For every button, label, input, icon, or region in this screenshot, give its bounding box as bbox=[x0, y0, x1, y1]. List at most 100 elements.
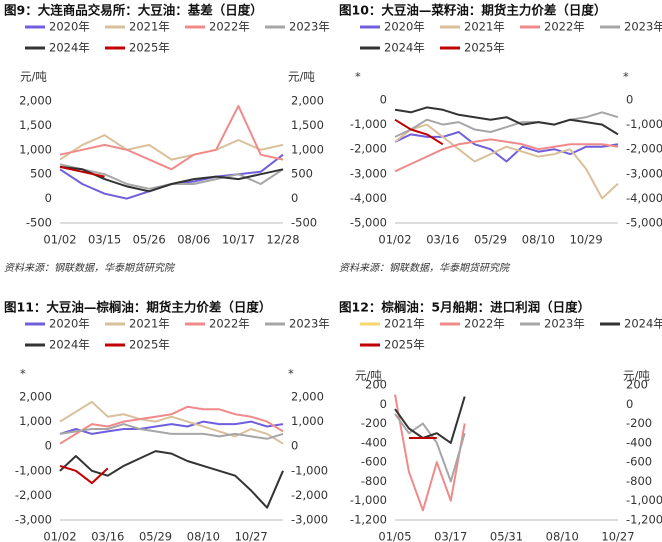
unit-left: * bbox=[20, 367, 26, 381]
y2-tick-label: 1,500 bbox=[291, 118, 324, 132]
series-line bbox=[394, 413, 466, 483]
y2-tick-label: 0 bbox=[291, 439, 298, 453]
y-tick-label: -1,000 bbox=[15, 463, 52, 477]
y-tick-label: 1,000 bbox=[19, 414, 52, 428]
chart-title: 图9：大连商品交易所：大豆油：基差（日度） bbox=[4, 3, 263, 18]
y-tick-label: -5,000 bbox=[350, 216, 387, 230]
x-tick-label: 10/27 bbox=[235, 530, 268, 542]
legend-label: 2023年 bbox=[289, 317, 330, 331]
y2-tick-label: -3,000 bbox=[291, 513, 328, 527]
unit-right: 元/吨 bbox=[623, 369, 650, 383]
series-line bbox=[394, 123, 619, 200]
source-note: 资料来源：钢联数据，华泰期货研究院 bbox=[4, 262, 176, 274]
series-line bbox=[394, 111, 619, 138]
y-tick-label: 0 bbox=[45, 191, 52, 205]
x-tick-label: 10/17 bbox=[222, 233, 255, 247]
x-tick-label: 08/06 bbox=[177, 233, 210, 247]
y2-tick-label: 0 bbox=[291, 191, 298, 205]
legend-label: 2025年 bbox=[129, 41, 170, 55]
y2-tick-label: -200 bbox=[626, 416, 652, 430]
y-tick-label: -400 bbox=[361, 435, 387, 449]
legend-label: 2025年 bbox=[464, 41, 505, 55]
series-line bbox=[59, 464, 109, 485]
series-line bbox=[394, 118, 444, 146]
legend-label: 2022年 bbox=[464, 317, 505, 331]
y-tick-label: -2,000 bbox=[350, 142, 387, 156]
y2-tick-label: -1,200 bbox=[626, 513, 662, 527]
y2-tick-label: -1,000 bbox=[626, 493, 662, 507]
y2-tick-label: -4,000 bbox=[626, 191, 662, 205]
y-tick-label: 500 bbox=[30, 167, 52, 181]
x-tick-label: 01/05 bbox=[378, 530, 411, 542]
x-tick-label: 01/02 bbox=[378, 233, 411, 247]
legend-label: 2022年 bbox=[209, 317, 250, 331]
legend-label: 2021年 bbox=[384, 317, 425, 331]
legend-label: 2024年 bbox=[49, 338, 90, 352]
series-line bbox=[59, 420, 284, 435]
y-tick-label: 1,500 bbox=[19, 118, 52, 132]
series-line bbox=[59, 104, 284, 171]
legend-label: 2025年 bbox=[129, 338, 170, 352]
x-tick-label: 03/15 bbox=[88, 233, 121, 247]
legend-label: 2023年 bbox=[289, 20, 330, 34]
y-tick-label: 0 bbox=[380, 93, 387, 107]
y2-tick-label: -400 bbox=[626, 435, 652, 449]
y2-tick-label: -600 bbox=[626, 455, 652, 469]
legend-label: 2022年 bbox=[209, 20, 250, 34]
y-tick-label: -800 bbox=[361, 474, 387, 488]
legend-label: 2020年 bbox=[49, 317, 90, 331]
x-tick-label: 10/29 bbox=[570, 233, 603, 247]
series-line bbox=[394, 138, 619, 173]
series-line bbox=[394, 394, 466, 512]
y2-tick-label: -1,000 bbox=[291, 463, 328, 477]
y-tick-label: -200 bbox=[361, 416, 387, 430]
series-line bbox=[59, 423, 284, 440]
y-tick-label: -3,000 bbox=[350, 166, 387, 180]
chart-title: 图10：大豆油—菜籽油：期货主力价差（日度） bbox=[339, 3, 606, 18]
legend-label: 2021年 bbox=[464, 20, 505, 34]
unit-right: * bbox=[623, 70, 629, 84]
legend-label: 2020年 bbox=[384, 20, 425, 34]
series-line bbox=[59, 165, 105, 178]
x-tick-label: 01/02 bbox=[43, 233, 76, 247]
y2-tick-label: -2,000 bbox=[626, 142, 662, 156]
y-tick-label: -1,000 bbox=[350, 493, 387, 507]
x-tick-label: 03/17 bbox=[434, 530, 467, 542]
y2-tick-label: -800 bbox=[626, 474, 652, 488]
series-line bbox=[394, 106, 619, 136]
chart-title: 图12：棕榈油：5月船期：进口利润（日度） bbox=[339, 300, 590, 315]
y-tick-label: -4,000 bbox=[350, 191, 387, 205]
x-tick-label: 05/26 bbox=[133, 233, 166, 247]
y2-tick-label: 200 bbox=[626, 378, 648, 392]
x-tick-label: 03/16 bbox=[426, 233, 459, 247]
y2-tick-label: -2,000 bbox=[291, 488, 328, 502]
unit-right: * bbox=[288, 367, 294, 381]
y2-tick-label: 0 bbox=[626, 93, 633, 107]
chart-title: 图11：大豆油—棕榈油：期货主力价差（日度） bbox=[4, 300, 271, 315]
y-tick-label: -2,000 bbox=[15, 488, 52, 502]
y-tick-label: -3,000 bbox=[15, 513, 52, 527]
y-tick-label: 2,000 bbox=[19, 94, 52, 108]
unit-left: * bbox=[355, 70, 361, 84]
y2-tick-label: -3,000 bbox=[626, 166, 662, 180]
series-line bbox=[59, 400, 284, 445]
unit-left: 元/吨 bbox=[20, 70, 47, 84]
legend-label: 2025年 bbox=[384, 338, 425, 352]
y2-tick-label: 2,000 bbox=[291, 94, 324, 108]
y-tick-label: -500 bbox=[26, 216, 52, 230]
y2-tick-label: 500 bbox=[291, 167, 313, 181]
legend-label: 2023年 bbox=[624, 20, 662, 34]
x-tick-label: 05/29 bbox=[474, 233, 507, 247]
x-tick-label: 03/16 bbox=[91, 530, 124, 542]
legend-label: 2023年 bbox=[544, 317, 585, 331]
y2-tick-label: 1,000 bbox=[291, 414, 324, 428]
x-tick-label: 08/10 bbox=[522, 233, 555, 247]
legend-label: 2021年 bbox=[129, 20, 170, 34]
x-tick-label: 12/28 bbox=[266, 233, 299, 247]
y-tick-label: 0 bbox=[380, 397, 387, 411]
y2-tick-label: -500 bbox=[291, 216, 317, 230]
x-tick-label: 05/29 bbox=[139, 530, 172, 542]
unit-right: 元/吨 bbox=[288, 70, 315, 84]
series-line bbox=[394, 396, 466, 444]
